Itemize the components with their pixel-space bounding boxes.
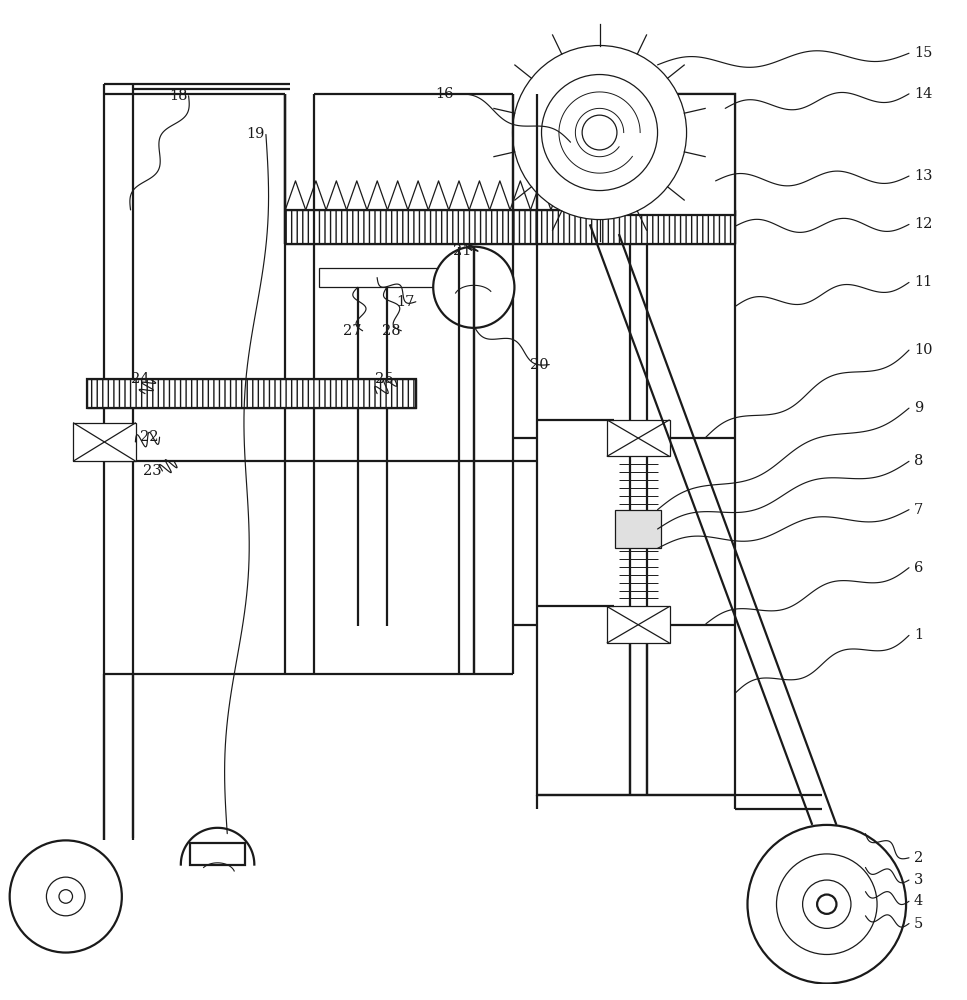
Circle shape: [817, 895, 836, 914]
Text: 19: 19: [247, 127, 265, 141]
Circle shape: [433, 247, 514, 328]
Circle shape: [582, 115, 617, 150]
Text: 8: 8: [914, 454, 923, 468]
Bar: [319, 268, 503, 287]
Bar: [285, 210, 735, 244]
Text: 16: 16: [435, 87, 454, 101]
Text: 13: 13: [914, 169, 932, 183]
Bar: [607, 606, 670, 643]
Text: 22: 22: [140, 430, 159, 444]
Circle shape: [747, 825, 906, 984]
Text: 6: 6: [914, 561, 923, 575]
Circle shape: [59, 890, 73, 903]
Circle shape: [513, 46, 687, 220]
Bar: [619, 94, 735, 215]
Bar: [87, 379, 416, 408]
Text: 23: 23: [143, 464, 161, 478]
Text: 14: 14: [914, 87, 932, 101]
Text: 5: 5: [914, 917, 923, 931]
Text: 9: 9: [914, 401, 923, 415]
Circle shape: [777, 854, 877, 954]
Bar: [190, 843, 245, 865]
Bar: [607, 420, 670, 456]
Text: 27: 27: [343, 324, 362, 338]
Bar: [537, 94, 735, 795]
Bar: [615, 510, 661, 548]
Text: 4: 4: [914, 894, 923, 908]
Text: 18: 18: [169, 89, 188, 103]
Text: 12: 12: [914, 217, 932, 231]
Text: 2: 2: [914, 851, 923, 865]
Circle shape: [803, 880, 851, 928]
Text: 21: 21: [453, 244, 471, 258]
Bar: [73, 423, 135, 461]
Text: 25: 25: [375, 372, 394, 386]
Text: 17: 17: [396, 295, 415, 309]
Bar: [87, 379, 416, 408]
Text: 3: 3: [914, 873, 923, 887]
Circle shape: [46, 877, 85, 916]
Text: 20: 20: [530, 358, 548, 372]
Text: 15: 15: [914, 46, 932, 60]
Text: 1: 1: [914, 628, 923, 642]
Circle shape: [10, 840, 122, 953]
Text: 24: 24: [131, 372, 149, 386]
Circle shape: [542, 75, 658, 191]
Text: 11: 11: [914, 275, 932, 289]
Text: 28: 28: [382, 324, 400, 338]
Text: 7: 7: [914, 503, 923, 517]
Text: 10: 10: [914, 343, 932, 357]
